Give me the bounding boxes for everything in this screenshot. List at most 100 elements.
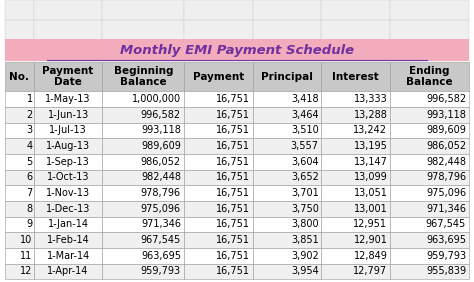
Text: 11: 11	[20, 251, 33, 261]
Text: 16,751: 16,751	[216, 235, 250, 245]
FancyBboxPatch shape	[5, 185, 34, 201]
FancyBboxPatch shape	[5, 232, 34, 248]
FancyBboxPatch shape	[102, 201, 184, 217]
FancyBboxPatch shape	[253, 138, 321, 154]
Text: 993,118: 993,118	[141, 125, 181, 135]
FancyBboxPatch shape	[5, 40, 34, 61]
FancyBboxPatch shape	[253, 169, 321, 185]
FancyBboxPatch shape	[321, 154, 390, 169]
FancyBboxPatch shape	[184, 169, 253, 185]
Text: 4: 4	[27, 141, 33, 151]
Text: 963,695: 963,695	[426, 235, 466, 245]
Text: 967,545: 967,545	[426, 219, 466, 229]
FancyBboxPatch shape	[390, 138, 469, 154]
Text: 13,195: 13,195	[354, 141, 387, 151]
Text: Interest: Interest	[332, 72, 379, 82]
FancyBboxPatch shape	[321, 123, 390, 138]
Text: 986,052: 986,052	[426, 141, 466, 151]
FancyBboxPatch shape	[34, 91, 102, 107]
FancyBboxPatch shape	[102, 91, 184, 107]
Text: 3,464: 3,464	[291, 110, 319, 120]
FancyBboxPatch shape	[34, 0, 102, 20]
FancyBboxPatch shape	[102, 40, 184, 61]
FancyBboxPatch shape	[253, 107, 321, 123]
Text: 989,609: 989,609	[141, 141, 181, 151]
FancyBboxPatch shape	[253, 62, 321, 91]
Text: 6: 6	[27, 172, 33, 182]
Text: 982,448: 982,448	[141, 172, 181, 182]
Text: Principal: Principal	[261, 72, 313, 82]
FancyBboxPatch shape	[253, 0, 321, 20]
Text: 3,750: 3,750	[291, 204, 319, 214]
FancyBboxPatch shape	[321, 201, 390, 217]
FancyBboxPatch shape	[34, 217, 102, 232]
FancyBboxPatch shape	[5, 138, 34, 154]
FancyBboxPatch shape	[390, 91, 469, 107]
Text: 3,604: 3,604	[291, 157, 319, 167]
Text: 16,751: 16,751	[216, 219, 250, 229]
FancyBboxPatch shape	[390, 107, 469, 123]
Text: 1-Aug-13: 1-Aug-13	[46, 141, 90, 151]
FancyBboxPatch shape	[390, 20, 469, 40]
Text: 1-Mar-14: 1-Mar-14	[46, 251, 90, 261]
FancyBboxPatch shape	[390, 217, 469, 232]
FancyBboxPatch shape	[253, 123, 321, 138]
Text: 16,751: 16,751	[216, 266, 250, 276]
Text: 16,751: 16,751	[216, 94, 250, 104]
Text: Payment
Date: Payment Date	[43, 66, 94, 87]
FancyBboxPatch shape	[102, 154, 184, 169]
FancyBboxPatch shape	[390, 263, 469, 279]
Text: 13,333: 13,333	[354, 94, 387, 104]
FancyBboxPatch shape	[253, 248, 321, 263]
Text: Beginning
Balance: Beginning Balance	[114, 66, 173, 87]
FancyBboxPatch shape	[253, 40, 321, 61]
FancyBboxPatch shape	[102, 263, 184, 279]
Text: 1-Dec-13: 1-Dec-13	[46, 204, 90, 214]
FancyBboxPatch shape	[253, 232, 321, 248]
FancyBboxPatch shape	[5, 20, 34, 40]
Text: 1: 1	[27, 94, 33, 104]
FancyBboxPatch shape	[34, 40, 102, 61]
FancyBboxPatch shape	[253, 217, 321, 232]
Text: 1-Jun-13: 1-Jun-13	[47, 110, 89, 120]
Text: 3,800: 3,800	[291, 219, 319, 229]
Text: 1-Jan-14: 1-Jan-14	[47, 219, 89, 229]
FancyBboxPatch shape	[184, 123, 253, 138]
FancyBboxPatch shape	[390, 154, 469, 169]
FancyBboxPatch shape	[321, 169, 390, 185]
FancyBboxPatch shape	[5, 248, 34, 263]
FancyBboxPatch shape	[102, 107, 184, 123]
FancyBboxPatch shape	[184, 217, 253, 232]
Text: 986,052: 986,052	[141, 157, 181, 167]
FancyBboxPatch shape	[34, 232, 102, 248]
Text: 3: 3	[27, 125, 33, 135]
FancyBboxPatch shape	[34, 201, 102, 217]
Text: 16,751: 16,751	[216, 110, 250, 120]
Text: 10: 10	[20, 235, 33, 245]
Text: 3,510: 3,510	[291, 125, 319, 135]
Text: 996,582: 996,582	[426, 94, 466, 104]
FancyBboxPatch shape	[390, 40, 469, 61]
Text: 12,797: 12,797	[353, 266, 387, 276]
FancyBboxPatch shape	[34, 123, 102, 138]
Text: Ending
Balance: Ending Balance	[406, 66, 453, 87]
Text: 7: 7	[27, 188, 33, 198]
FancyBboxPatch shape	[5, 91, 34, 107]
Text: 967,545: 967,545	[141, 235, 181, 245]
Text: 12,951: 12,951	[353, 219, 387, 229]
FancyBboxPatch shape	[34, 185, 102, 201]
Text: 16,751: 16,751	[216, 188, 250, 198]
Text: 13,001: 13,001	[354, 204, 387, 214]
FancyBboxPatch shape	[34, 138, 102, 154]
Text: 16,751: 16,751	[216, 157, 250, 167]
Text: 3,701: 3,701	[291, 188, 319, 198]
FancyBboxPatch shape	[184, 232, 253, 248]
Text: 1-Nov-13: 1-Nov-13	[46, 188, 90, 198]
FancyBboxPatch shape	[253, 263, 321, 279]
FancyBboxPatch shape	[5, 217, 34, 232]
FancyBboxPatch shape	[102, 0, 184, 20]
Text: 13,051: 13,051	[354, 188, 387, 198]
FancyBboxPatch shape	[321, 217, 390, 232]
Text: 1-Jul-13: 1-Jul-13	[49, 125, 87, 135]
FancyBboxPatch shape	[321, 107, 390, 123]
